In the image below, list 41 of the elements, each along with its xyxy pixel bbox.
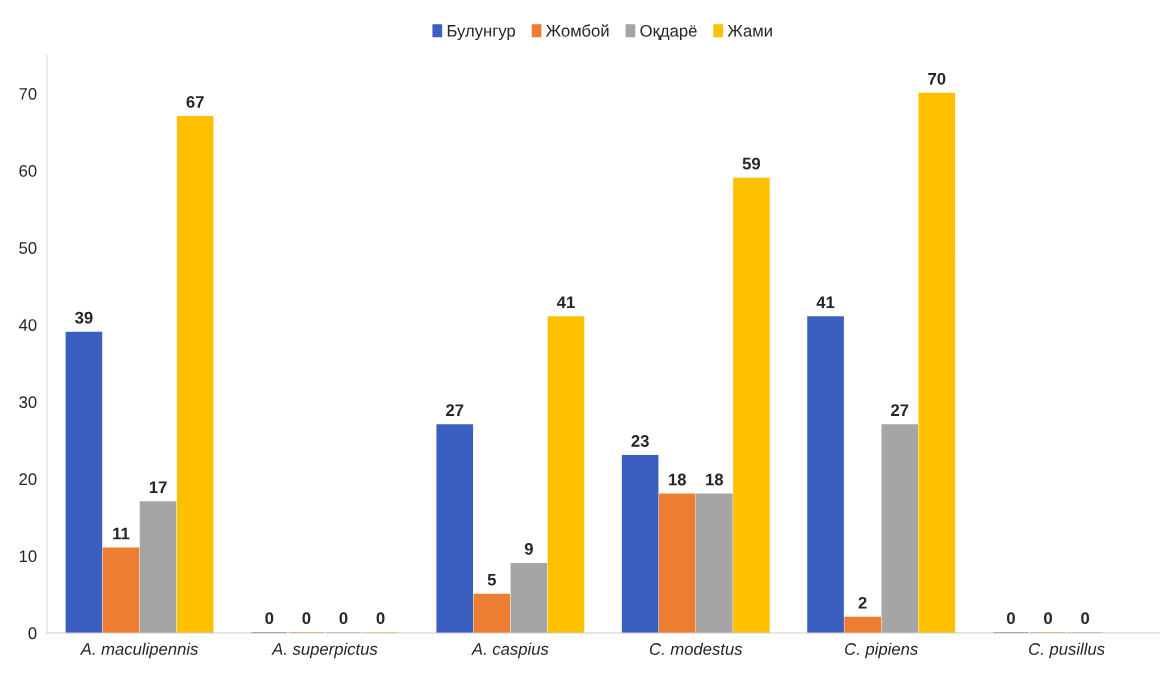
y-tick-label: 0	[28, 627, 37, 640]
legend-label: Жомбой	[545, 24, 609, 37]
data-label: 23	[631, 435, 649, 447]
data-label: 70	[928, 72, 946, 85]
data-label: 0	[1006, 612, 1015, 625]
data-label: 41	[816, 296, 835, 309]
data-label: 18	[669, 473, 686, 486]
data-label: 0	[376, 612, 385, 625]
data-label: 0	[302, 612, 311, 625]
x-tick-label: A. caspius	[471, 642, 549, 659]
legend-label: Оқдарё	[640, 24, 697, 41]
data-label: 2	[858, 596, 867, 609]
y-tick-label: 20	[19, 473, 37, 486]
data-label: 18	[706, 473, 724, 486]
x-tick-label: C. pipiens	[845, 642, 918, 659]
y-tick-label: 30	[19, 396, 37, 408]
data-label: 17	[149, 481, 167, 493]
data-label: 67	[186, 96, 204, 108]
data-label: 0	[339, 612, 348, 625]
legend-label: Булунгур	[447, 25, 516, 41]
x-tick-label: C. pusillus	[1029, 642, 1105, 659]
legend-label: Жами	[727, 25, 772, 37]
data-label: 9	[524, 542, 533, 555]
data-label: 0	[1044, 612, 1052, 625]
y-tick-label: 50	[19, 242, 37, 254]
y-tick-label: 40	[18, 319, 37, 331]
data-label: 0	[265, 612, 274, 625]
data-label: 5	[487, 573, 496, 586]
data-label: 0	[1081, 612, 1090, 625]
x-tick-label: A. superpictus	[271, 642, 378, 659]
y-tick-label: 60	[19, 165, 37, 177]
x-tick-label: A. maculipennis	[79, 642, 199, 659]
y-tick-label: 70	[19, 87, 37, 100]
data-label: 59	[742, 157, 761, 170]
y-tick-label: 10	[19, 550, 37, 563]
data-label: 41	[556, 296, 575, 309]
data-label: 39	[75, 311, 93, 324]
data-label: 27	[446, 404, 464, 416]
data-label: 27	[891, 404, 909, 416]
x-tick-label: C. modestus	[649, 642, 743, 655]
data-label: 11	[113, 527, 130, 540]
